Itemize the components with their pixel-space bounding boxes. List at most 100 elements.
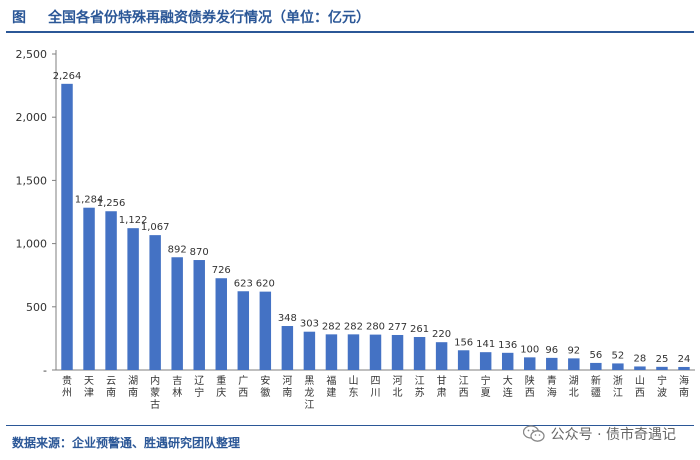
data-label: 892 [168,244,187,255]
x-tick-label: 黑龙江 [304,375,314,411]
data-source: 数据来源：企业预警通、胜遇研究团队整理 [12,436,241,450]
x-tick-label: 湖南 [128,375,138,399]
data-label: 1,067 [141,222,170,233]
data-label: 56 [589,350,602,361]
x-tick-label: 吉林 [172,375,182,399]
data-label: 726 [212,265,231,276]
y-tick-label: 2,000 [16,111,48,124]
bar [524,357,536,370]
x-tick-label: 安徽 [260,374,270,399]
data-label: 52 [612,350,625,361]
data-label: 96 [545,345,558,356]
bar [656,366,668,370]
x-tick-label: 云南 [106,376,116,399]
x-tick-label: 河南 [282,375,292,399]
data-label: 277 [388,322,407,333]
data-label: 1,122 [119,215,148,226]
bar [61,83,73,371]
bar [347,334,360,370]
header-divider [6,31,694,33]
figure-header: 图 全国各省份特殊再融资债券发行情况（单位：亿元） [0,0,700,30]
x-tick-label: 辽宁 [194,375,204,399]
bar [546,357,558,370]
bars [61,83,690,371]
bar [193,260,205,370]
x-tick-label: 湖北 [569,375,579,399]
x-tick-label: 甘肃 [437,374,447,399]
x-tick-label: 重庆 [216,374,226,399]
x-tick-label: 青海 [547,374,557,399]
x-tick-label: 宁波 [657,374,667,399]
footer-divider [6,425,694,426]
x-tick-label: 大连 [503,374,513,399]
bar [127,228,139,370]
data-label: 136 [498,340,517,351]
data-label: 303 [300,319,319,330]
x-tick-label: 贵州 [62,374,72,399]
bar [83,207,95,370]
bar [457,350,470,370]
x-tick-label: 山西 [635,375,645,399]
data-label: 620 [256,279,275,290]
bar [259,291,272,370]
bar [325,334,338,370]
data-label: 282 [322,321,341,332]
data-label: 92 [567,345,580,356]
data-label: 141 [476,339,495,350]
x-tick-label: 江苏 [415,375,425,399]
x-tick-label: 新疆 [591,374,601,399]
data-label: 24 [678,354,691,365]
y-tick-label: 1,500 [16,174,48,187]
bar [634,366,646,370]
watermark: 公众号 · 债市奇遇记 [522,424,676,444]
x-tick-label: 内蒙古 [150,374,160,411]
x-tick-label: 浙江 [613,375,623,399]
bar [678,366,690,370]
x-tick-label: 山东 [348,375,358,399]
data-label: 282 [344,321,363,332]
x-tick-label: 河北 [393,375,403,399]
bar-chart: - 500 1,000 1,500 2,000 2,500 2,264 1,2841,256… [16,48,695,411]
bar [413,337,426,370]
data-label: 348 [278,313,297,324]
figure-label: 图 [12,10,26,26]
data-label: 870 [190,247,209,258]
bar [479,352,492,370]
data-label: 100 [520,344,539,355]
x-tick-label: 宁夏 [481,374,491,399]
x-tick-label: 海南 [679,374,689,399]
bar [568,358,580,370]
y-tick-label: - [43,364,47,377]
wechat-icon [522,425,545,442]
y-tick-label: 2,500 [16,48,48,61]
data-label: 1,256 [97,198,126,209]
bar [303,331,316,370]
data-label: 623 [234,278,253,289]
x-tick-label: 四川 [371,376,381,399]
bar [590,362,602,370]
bar [237,291,250,370]
bar [149,235,161,370]
data-label: 28 [634,353,647,364]
bar [171,257,183,370]
watermark-text: 公众号 · 债市奇遇记 [550,427,676,443]
data-label: 25 [656,354,669,365]
bar [369,334,382,370]
chart-title: 全国各省份特殊再融资债券发行情况（单位：亿元） [48,10,370,26]
bar [281,326,294,370]
data-label: 280 [366,322,385,333]
bar [105,211,117,370]
data-label: 156 [454,337,473,348]
x-tick-label: 福建 [326,374,336,399]
data-label: 220 [432,329,451,340]
bar [435,342,448,370]
x-tick-label: 天津 [84,376,94,399]
y-axis: - 500 1,000 1,500 2,000 2,500 [16,48,695,377]
y-tick-label: 1,000 [16,238,48,251]
data-label: 1,284 [75,195,104,206]
data-label: 2,264 [53,71,82,82]
data-label: 261 [410,324,429,335]
x-tick-label: 广西 [238,375,248,399]
x-tick-label: 江西 [459,375,469,399]
